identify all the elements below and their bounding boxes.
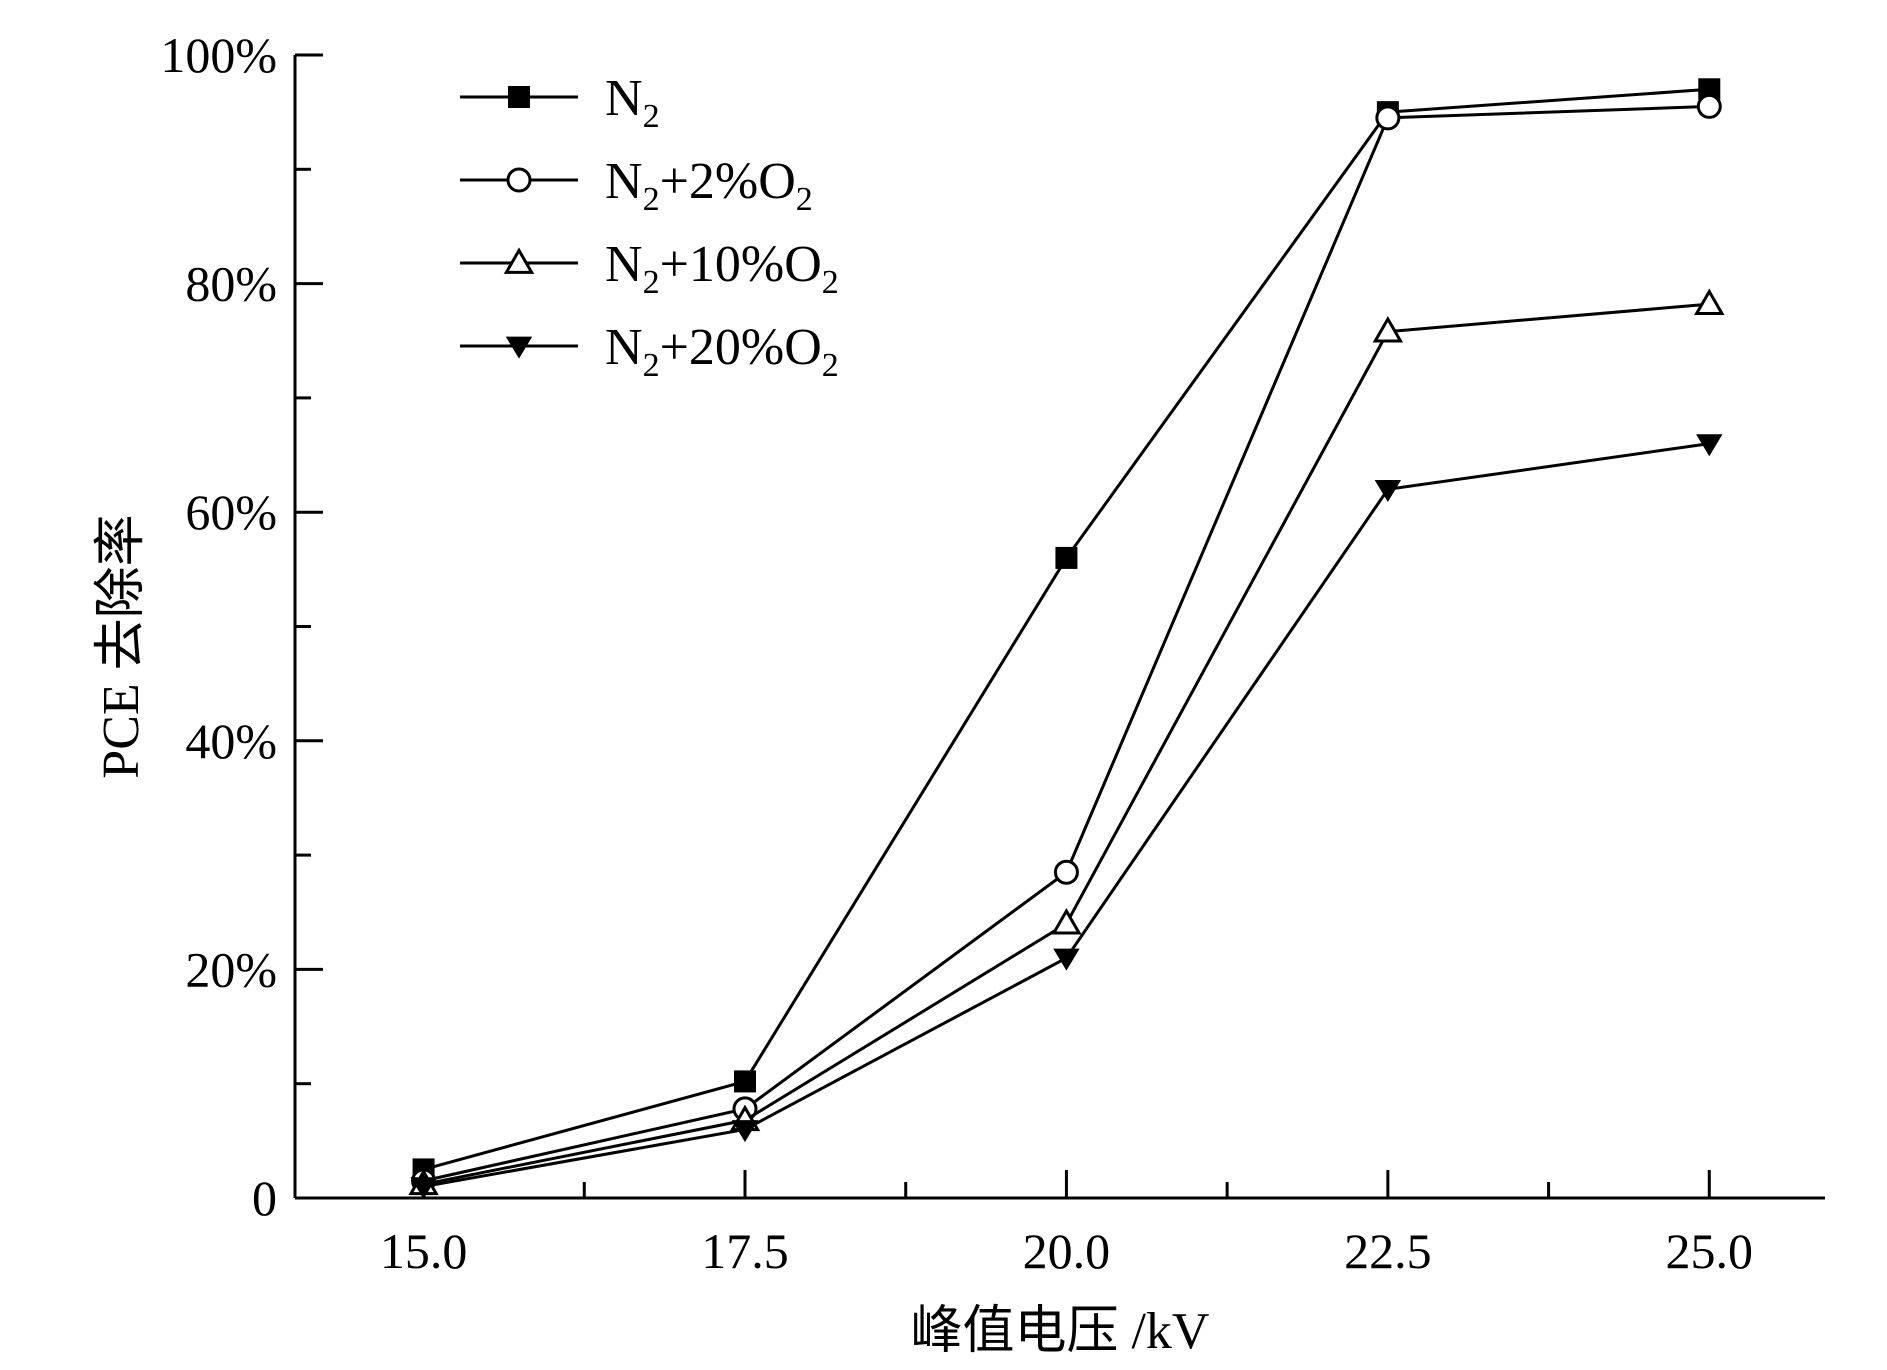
legend-entry: N2: [460, 70, 660, 135]
data-point: [1051, 908, 1082, 935]
y-tick-label: 0: [252, 1170, 277, 1226]
data-point: [1375, 105, 1401, 131]
series-line: [423, 302, 1710, 1186]
data-point: [1372, 315, 1404, 343]
data-point: [1053, 948, 1080, 971]
legend-marker: [506, 167, 532, 193]
ticks: 0 20% 40% 60% 80% 100% 15.0 17.5 20.0 22.5 25.0: [160, 27, 1753, 1279]
legend-entry: N2+20%O2: [460, 319, 839, 384]
data-point: [1694, 288, 1725, 316]
data-point: [1696, 93, 1722, 119]
y-tick-label: 20%: [185, 941, 277, 997]
data-point: [1055, 546, 1078, 569]
x-tick-label: 25.0: [1666, 1223, 1754, 1279]
data-point: [731, 1120, 759, 1143]
data-point: [1374, 479, 1402, 502]
series-3: [408, 288, 1725, 1196]
plot-lines: [408, 78, 1725, 1200]
data-point: [1698, 78, 1721, 101]
x-tick-label: 15.0: [380, 1223, 468, 1279]
data-point: [1053, 859, 1079, 885]
legend-label: N2+20%O2: [605, 319, 839, 384]
legend-entry: N2+2%O2: [460, 153, 813, 218]
legend-entry: N2+10%O2: [460, 236, 839, 301]
legend-marker: [508, 86, 530, 108]
y-tick-label: 40%: [185, 713, 277, 769]
legend: N2 N2+2%O2 N2+10%O2 N2+20%O2: [460, 70, 839, 384]
axes: [293, 55, 1825, 1200]
legend-label: N2+10%O2: [605, 236, 839, 301]
y-tick-label: 100%: [160, 27, 277, 83]
x-axis-title: 峰值电压 /kV: [910, 1303, 1209, 1360]
y-tick-label: 60%: [185, 484, 277, 540]
y-tick-label: 80%: [185, 256, 277, 312]
x-tick-label: 17.5: [701, 1223, 789, 1279]
legend-label: N2: [605, 70, 660, 135]
data-point: [734, 1070, 756, 1093]
legend-marker: [505, 336, 533, 359]
x-tick-label: 20.0: [1023, 1223, 1111, 1279]
series-4: [410, 434, 1723, 1200]
y-axis-title: PCE 去除率: [93, 514, 150, 778]
legend-marker: [503, 247, 535, 274]
legend-label: N2+2%O2: [605, 153, 813, 218]
x-tick-label: 22.5: [1344, 1223, 1432, 1279]
data-point: [1696, 434, 1723, 457]
